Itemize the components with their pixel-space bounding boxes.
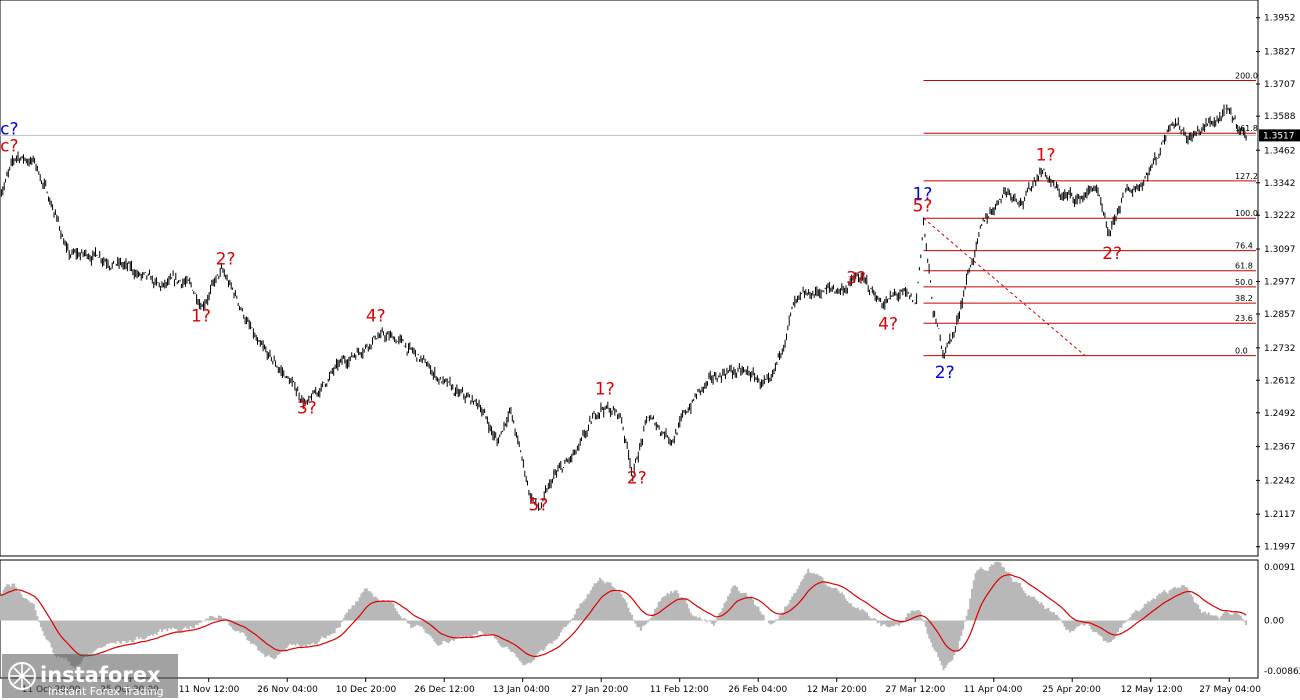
fib-label-38.2: 38.2 bbox=[1235, 294, 1253, 303]
current-price-tag: 1.3517 bbox=[1259, 129, 1300, 142]
y-tick-label: 1.3097 bbox=[1264, 245, 1296, 255]
x-tick-label: 27 Jan 20:00 bbox=[571, 685, 628, 695]
y-tick-label: 1.2612 bbox=[1264, 376, 1296, 386]
price-axis: 1.3952 1.3827 1.3707 1.3588 1.3462 1.3342 1.32… bbox=[1256, 14, 1296, 553]
y-tick-label: 1.2977 bbox=[1264, 278, 1296, 288]
y-tick-label: 1.2732 bbox=[1264, 344, 1296, 354]
y-tick-label: 1.2367 bbox=[1264, 443, 1296, 453]
y-tick-label: 1.3952 bbox=[1264, 14, 1296, 24]
main-pane-frame bbox=[0, 0, 1259, 557]
x-tick-label: 12 May 12:00 bbox=[1121, 685, 1183, 695]
x-tick-label: 11 Nov 12:00 bbox=[179, 685, 240, 695]
fibonacci-levels: 0.0 23.6 38.2 50.0 61.8 76.4 100.0 127.2 161.8 20… bbox=[0, 71, 1258, 357]
oscillator-axis: 0.0091 0.00 -0.00862 bbox=[1264, 563, 1300, 677]
y-tick-label: 1.3827 bbox=[1264, 48, 1296, 58]
fib-label-100.0: 100.0 bbox=[1235, 209, 1258, 218]
x-tick-label: 11 Apr 04:00 bbox=[964, 685, 1023, 695]
watermark-logo-icon bbox=[8, 662, 36, 690]
x-tick-label: 26 Dec 12:00 bbox=[414, 685, 475, 695]
y-tick-label: 1.3342 bbox=[1264, 179, 1296, 189]
y-tick-label: 1.3707 bbox=[1264, 80, 1296, 90]
fib-label-61.8: 61.8 bbox=[1235, 262, 1253, 271]
fib-label-161.8: 161.8 bbox=[1235, 124, 1258, 133]
watermark: instaforex Instant Forex Trading bbox=[2, 654, 178, 698]
wave-label-7: 1? bbox=[595, 379, 615, 399]
wave-label-11: 1? bbox=[913, 185, 933, 205]
fib-label-23.6: 23.6 bbox=[1235, 314, 1253, 323]
wave-labels: c?c?1?2?3?4?5?1?2?3?4?1?5?2?1?2? bbox=[0, 120, 1122, 516]
wave-label-1: c? bbox=[0, 136, 18, 156]
wave-label-6: 5? bbox=[528, 496, 548, 516]
y-tick-label: 1.2117 bbox=[1264, 510, 1296, 520]
fib-label-127.2: 127.2 bbox=[1235, 172, 1258, 181]
fib-label-200.0: 200.0 bbox=[1235, 71, 1258, 80]
wave-label-12: 5? bbox=[913, 197, 933, 217]
price-series bbox=[0, 104, 1247, 511]
x-tick-label: 27 May 04:00 bbox=[1199, 685, 1261, 695]
oscillator-series bbox=[0, 561, 1248, 671]
osc-tick-label: 0.0091 bbox=[1264, 563, 1296, 573]
wave-label-13: 2? bbox=[935, 363, 955, 383]
y-tick-label: 1.2857 bbox=[1264, 310, 1296, 320]
fib-label-0.0: 0.0 bbox=[1235, 347, 1248, 356]
x-tick-label: 10 Dec 20:00 bbox=[336, 685, 397, 695]
wave-label-4: 3? bbox=[297, 398, 317, 418]
osc-tick-label: 0.00 bbox=[1264, 617, 1284, 627]
wave-label-3: 2? bbox=[216, 249, 236, 269]
y-tick-label: 1.2492 bbox=[1264, 409, 1296, 419]
y-tick-label: 1.1997 bbox=[1264, 543, 1296, 553]
wave-label-10: 4? bbox=[878, 314, 898, 334]
oscillator-signal-line bbox=[0, 574, 1247, 658]
y-tick-label: 1.3462 bbox=[1264, 146, 1296, 156]
wave-label-8: 2? bbox=[627, 469, 647, 489]
x-tick-label: 26 Feb 04:00 bbox=[728, 685, 787, 695]
x-tick-label: 11 Feb 12:00 bbox=[650, 685, 709, 695]
watermark-tagline: Instant Forex Trading bbox=[48, 685, 164, 698]
x-tick-label: 13 Jan 04:00 bbox=[493, 685, 550, 695]
x-tick-label: 25 Apr 20:00 bbox=[1042, 685, 1101, 695]
fib-label-50.0: 50.0 bbox=[1235, 278, 1253, 287]
y-tick-label: 1.3588 bbox=[1264, 112, 1296, 122]
fib-label-76.4: 76.4 bbox=[1235, 242, 1253, 251]
watermark-brand: instaforex bbox=[40, 663, 161, 687]
wave-label-0: c? bbox=[0, 120, 18, 140]
wave-label-5: 4? bbox=[366, 306, 386, 326]
wave-label-9: 3? bbox=[846, 268, 866, 288]
x-tick-label: 27 Mar 12:00 bbox=[885, 685, 945, 695]
fib-trend-line bbox=[923, 217, 1086, 357]
current-price-label: 1.3517 bbox=[1263, 131, 1295, 141]
y-tick-label: 1.2242 bbox=[1264, 476, 1296, 486]
oscillator-histogram bbox=[0, 561, 1248, 671]
osc-tick-label: -0.00862 bbox=[1264, 667, 1300, 677]
wave-label-2: 1? bbox=[191, 306, 211, 326]
current-price-tag-bg bbox=[1259, 129, 1300, 142]
price-bars bbox=[0, 104, 1247, 511]
wave-label-14: 1? bbox=[1036, 145, 1056, 165]
x-tick-label: 12 Mar 20:00 bbox=[807, 685, 867, 695]
x-tick-label: 26 Nov 04:00 bbox=[257, 685, 318, 695]
y-tick-label: 1.3222 bbox=[1264, 211, 1296, 221]
wave-label-15: 2? bbox=[1102, 244, 1122, 264]
